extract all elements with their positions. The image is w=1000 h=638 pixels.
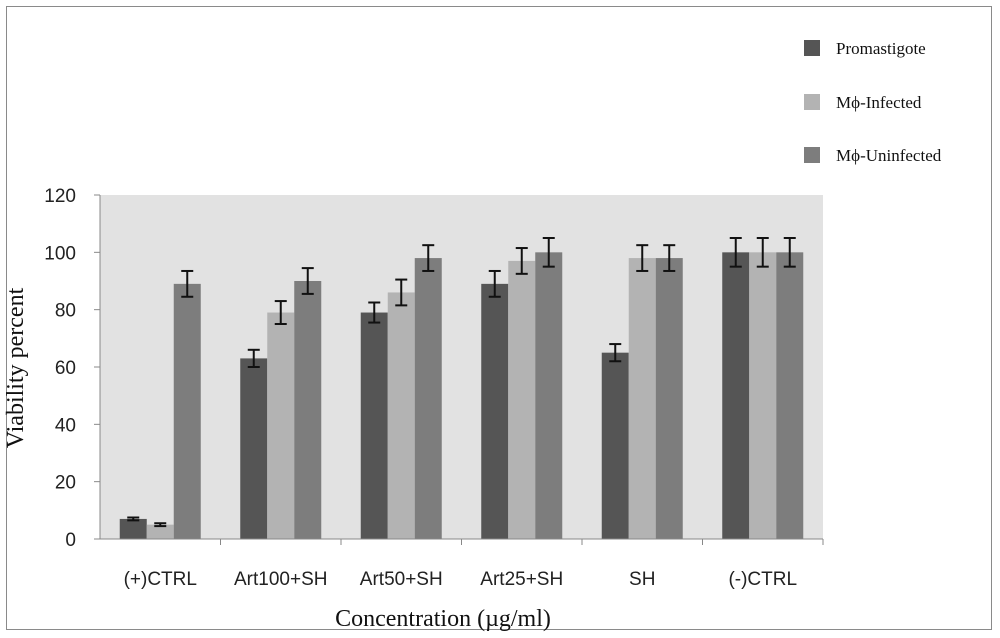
bar bbox=[294, 281, 322, 539]
bar bbox=[776, 252, 804, 540]
x-category-label: (+)CTRL bbox=[124, 569, 197, 590]
legend-label: Promastigote bbox=[836, 39, 926, 58]
y-tick-label: 120 bbox=[44, 186, 76, 207]
legend-swatch bbox=[804, 147, 820, 163]
bar bbox=[173, 283, 201, 539]
x-category-label: Art100+SH bbox=[234, 569, 327, 590]
legend-label: Mϕ-Infected bbox=[836, 93, 922, 112]
bar bbox=[387, 292, 415, 539]
x-category-label: SH bbox=[629, 569, 655, 590]
x-category-label: (-)CTRL bbox=[728, 569, 797, 590]
y-tick-label: 100 bbox=[44, 243, 76, 264]
x-axis-title: Concentration (µg/ml) bbox=[335, 606, 551, 632]
legend-label: Mϕ-Uninfected bbox=[836, 146, 942, 165]
bar bbox=[119, 518, 147, 539]
legend-swatch bbox=[804, 94, 820, 110]
x-category-label: Art50+SH bbox=[360, 569, 443, 590]
plot-area bbox=[100, 195, 823, 539]
x-category-label: Art25+SH bbox=[480, 569, 563, 590]
y-tick-label: 0 bbox=[65, 530, 76, 551]
legend-swatch bbox=[804, 40, 820, 56]
bar bbox=[360, 312, 388, 539]
y-tick-label: 80 bbox=[55, 301, 76, 322]
y-tick-label: 60 bbox=[55, 358, 76, 379]
bar bbox=[722, 252, 750, 540]
bar bbox=[267, 312, 295, 539]
bar bbox=[655, 258, 683, 539]
bar bbox=[414, 258, 442, 539]
bar bbox=[601, 352, 629, 539]
bar bbox=[481, 283, 509, 539]
bar bbox=[628, 258, 656, 539]
bar bbox=[535, 252, 563, 540]
y-tick-label: 40 bbox=[55, 415, 76, 436]
y-axis-title: Viability percent bbox=[3, 287, 29, 448]
bar bbox=[146, 524, 174, 539]
bar bbox=[508, 260, 536, 539]
bar bbox=[240, 358, 268, 539]
bar bbox=[749, 252, 777, 540]
y-tick-label: 20 bbox=[55, 473, 76, 494]
